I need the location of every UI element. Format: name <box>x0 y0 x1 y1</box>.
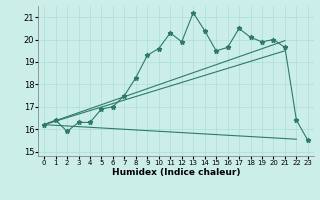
X-axis label: Humidex (Indice chaleur): Humidex (Indice chaleur) <box>112 168 240 177</box>
